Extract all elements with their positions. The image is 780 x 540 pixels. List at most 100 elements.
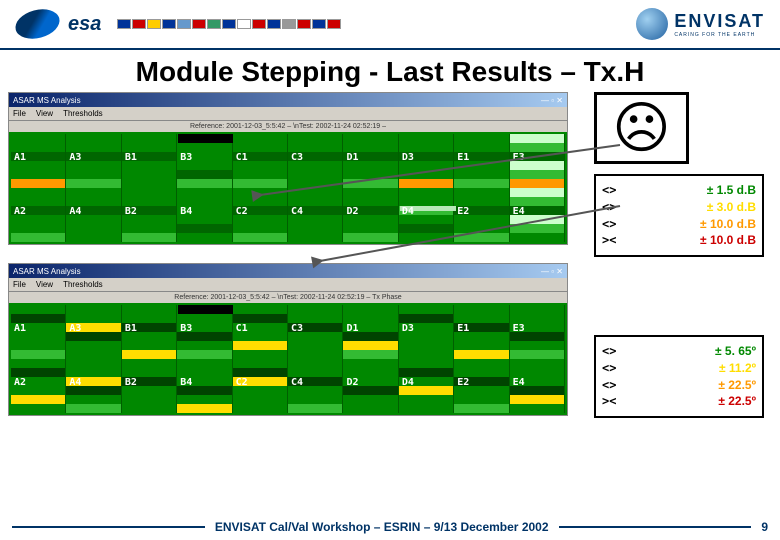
cell-label: B1 <box>125 152 137 163</box>
flag-icon <box>282 19 296 29</box>
heat-cell: C1 <box>233 305 288 359</box>
cell-label: C2 <box>236 377 248 388</box>
heat-stripe <box>399 359 453 368</box>
heat-stripe <box>11 233 65 242</box>
heat-stripe <box>343 368 397 377</box>
menubar: File View Thresholds <box>9 107 567 121</box>
legend-text: ± 1.5 d.B <box>707 182 756 199</box>
cell-label: C1 <box>236 323 248 334</box>
legend-line: <>± 5. 65º <box>602 343 756 360</box>
heat-stripe <box>11 179 65 188</box>
menu-item[interactable]: File <box>13 280 26 289</box>
flag-icon <box>132 19 146 29</box>
flag-icon <box>327 19 341 29</box>
heat-cell: A2 <box>11 188 66 242</box>
cell-label: A3 <box>69 323 81 334</box>
heat-stripe <box>11 143 65 152</box>
heat-stripe <box>122 359 176 368</box>
envisat-text: ENVISAT <box>674 11 765 32</box>
heat-stripe <box>288 305 342 314</box>
legend-text: ± 5. 65º <box>715 343 756 360</box>
menu-item[interactable]: View <box>36 109 53 118</box>
esa-logo: esa <box>15 10 341 38</box>
heat-stripe <box>288 341 342 350</box>
cell-label: B3 <box>180 152 192 163</box>
menu-item[interactable]: File <box>13 109 26 118</box>
heat-stripe <box>343 341 397 350</box>
heat-row: A1A3B1B3C1C3D1D3E1E3 <box>11 305 565 359</box>
heat-stripe <box>11 359 65 368</box>
cell-label: A2 <box>14 377 26 388</box>
legend-text: ± 10.0 d.B <box>700 216 756 233</box>
cell-label: C1 <box>236 152 248 163</box>
ref-area-top: Reference: 2001-12-03_5:5:42 – \nTest: 2… <box>9 121 567 132</box>
heat-stripe <box>177 224 231 233</box>
footer: ENVISAT Cal/Val Workshop – ESRIN – 9/13 … <box>0 520 780 534</box>
heat-stripe <box>399 404 453 413</box>
heat-stripe <box>343 395 397 404</box>
legend-symbol: <> <box>602 377 616 394</box>
heat-stripe <box>177 359 231 368</box>
heat-cell: C3 <box>288 305 343 359</box>
heat-stripe <box>122 134 176 143</box>
legend-text: ± 22.5º <box>718 393 756 410</box>
heat-stripe <box>11 305 65 314</box>
heat-stripe <box>177 368 231 377</box>
menu-item[interactable]: Thresholds <box>63 280 103 289</box>
heat-stripe <box>343 404 397 413</box>
heat-stripe <box>66 341 120 350</box>
heat-stripe <box>454 359 508 368</box>
heat-cell: B2 <box>122 188 177 242</box>
heat-cell: A1 <box>11 305 66 359</box>
heat-stripe <box>177 188 231 197</box>
cell-label: E3 <box>513 323 525 334</box>
heat-stripe <box>66 404 120 413</box>
heat-stripe <box>122 305 176 314</box>
cell-label: A1 <box>14 323 26 334</box>
heat-stripe <box>11 197 65 206</box>
heat-stripe <box>399 350 453 359</box>
heat-stripe <box>233 305 287 314</box>
heat-stripe <box>399 314 453 323</box>
envisat-sub: CARING FOR THE EARTH <box>674 32 765 38</box>
heat-stripe <box>177 197 231 206</box>
heat-cell: A3 <box>66 305 121 359</box>
cell-label: D1 <box>346 323 358 334</box>
heat-stripe <box>454 341 508 350</box>
heat-stripe <box>122 350 176 359</box>
cell-label: A4 <box>69 377 81 388</box>
flag-icon <box>237 19 251 29</box>
heat-stripe <box>177 350 231 359</box>
cell-label: B1 <box>125 323 137 334</box>
heat-stripe <box>66 395 120 404</box>
heat-stripe <box>66 143 120 152</box>
heat-stripe <box>343 350 397 359</box>
heat-stripe <box>233 395 287 404</box>
flag-icon <box>222 19 236 29</box>
legend-text: ± 11.2º <box>719 360 756 377</box>
heat-stripe <box>454 404 508 413</box>
window-titlebar: ASAR MS Analysis — ▫ ✕ <box>9 93 567 107</box>
heat-cell: A4 <box>66 188 121 242</box>
heat-stripe <box>122 143 176 152</box>
menu-item[interactable]: Thresholds <box>63 109 103 118</box>
legend-bot: <>± 5. 65º<>± 11.2º<>± 22.5º><± 22.5º <box>594 335 764 418</box>
legend-text: ± 3.0 d.B <box>707 199 756 216</box>
cell-label: A1 <box>14 152 26 163</box>
heat-stripe <box>233 314 287 323</box>
heat-cell: A2 <box>11 359 66 413</box>
window-title-text: ASAR MS Analysis <box>13 267 81 276</box>
heat-stripe <box>122 224 176 233</box>
heat-stripe <box>11 170 65 179</box>
flag-icon <box>117 19 131 29</box>
legend-symbol: <> <box>602 360 616 377</box>
heat-cell: B1 <box>122 134 177 188</box>
heat-stripe <box>454 350 508 359</box>
heat-stripe <box>510 305 564 314</box>
heat-stripe <box>122 404 176 413</box>
heat-stripe <box>288 395 342 404</box>
legend-line: <>± 22.5º <box>602 377 756 394</box>
heat-cell: E3 <box>510 305 565 359</box>
heat-stripe <box>454 314 508 323</box>
menu-item[interactable]: View <box>36 280 53 289</box>
